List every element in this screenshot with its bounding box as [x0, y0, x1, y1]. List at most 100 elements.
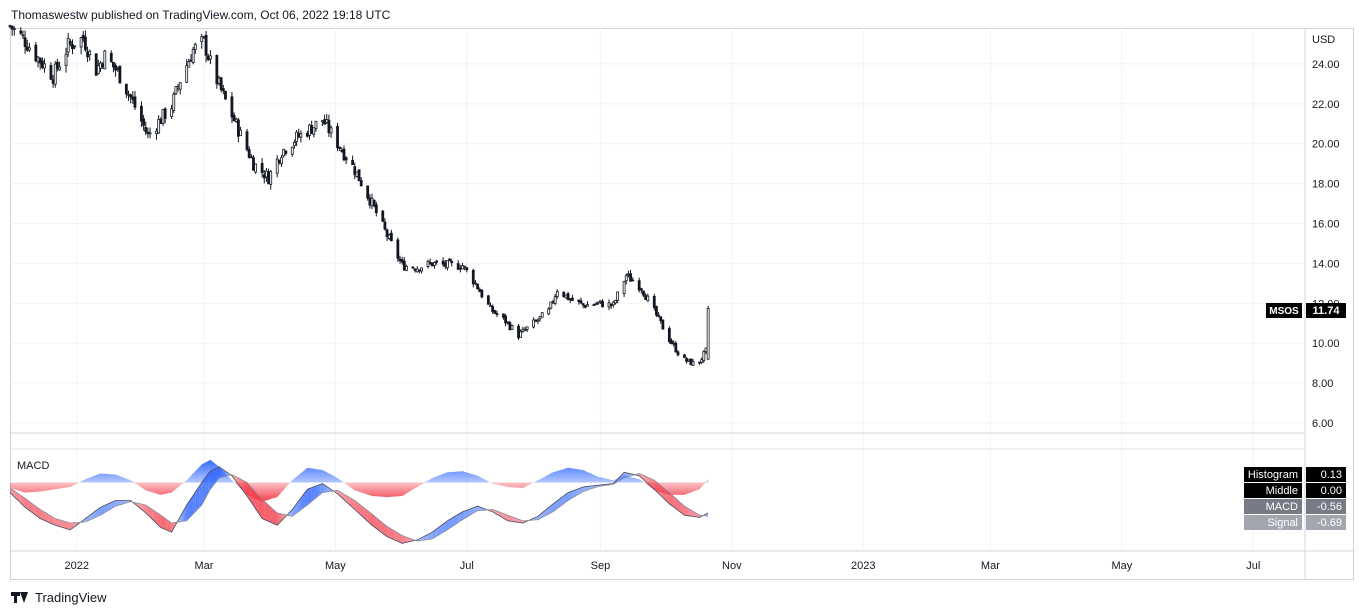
candle [676, 350, 680, 357]
candle-body [368, 197, 372, 206]
macd-signal-fill [402, 535, 405, 544]
candle [538, 315, 542, 322]
candle [148, 127, 152, 139]
candle-body [206, 55, 210, 61]
candle-body [655, 306, 658, 316]
candle [208, 50, 212, 65]
candle-body [53, 63, 57, 85]
macd-signal-fill [40, 509, 43, 520]
legend-value: -0.69 [1317, 517, 1342, 529]
candle [706, 305, 710, 360]
candle-body [338, 146, 342, 149]
price-tick-label: 16.00 [1312, 219, 1340, 231]
candle [99, 61, 102, 72]
candle-body [103, 50, 107, 70]
candle [219, 76, 223, 93]
candle-body [66, 38, 70, 53]
candle-body [639, 288, 643, 291]
last-price-badge: MSOS 11.74 [1266, 303, 1346, 318]
symbol-tag-bg [1266, 303, 1302, 318]
candle [521, 326, 525, 333]
candle [68, 38, 72, 47]
candle [336, 122, 339, 152]
macd-signal-fill [199, 482, 202, 508]
candle [297, 128, 301, 139]
candle [224, 90, 227, 100]
macd-signal-fill [307, 488, 310, 506]
candle [374, 201, 378, 217]
macd-signal-fill [654, 480, 657, 492]
candle-body [607, 302, 611, 308]
candle-body [405, 265, 408, 271]
candle-body [458, 267, 462, 270]
candle [206, 53, 210, 61]
candle-body [480, 289, 484, 298]
candle [25, 39, 29, 52]
macd-signal-fill [147, 506, 151, 518]
candle [702, 350, 706, 364]
candle [506, 321, 510, 325]
macd-signal-fill [143, 504, 146, 513]
candle [540, 312, 544, 318]
candle-body [305, 132, 309, 137]
candle [685, 357, 688, 364]
macd-signal-fill [275, 510, 278, 526]
candle-body [191, 48, 195, 64]
candle [476, 283, 479, 290]
candle-body [310, 124, 314, 134]
tradingview-logo-icon [11, 592, 29, 603]
candle-body [519, 331, 523, 338]
macd-signal-fill [318, 484, 321, 497]
macd-signal-fill [367, 510, 370, 524]
candle-body [247, 149, 251, 158]
candle [611, 300, 615, 308]
candle [23, 30, 27, 54]
legend-value: -0.56 [1317, 501, 1342, 513]
author-name[interactable]: Thomaswestw [11, 8, 88, 22]
macd-signal-fill [369, 512, 372, 526]
macd-signal-fill [514, 517, 517, 523]
macd-signal-fill [688, 508, 691, 517]
candle-body [359, 180, 363, 187]
macd-signal-fill [365, 508, 368, 522]
candle [290, 146, 294, 157]
macd-signal-fill [214, 467, 217, 484]
macd-signal-fill [193, 492, 196, 515]
price-tick-label: 8.00 [1312, 378, 1333, 390]
candle-body [68, 40, 72, 45]
macd-signal-fill [460, 511, 463, 522]
macd-signal-fill [585, 486, 588, 491]
candle [586, 301, 589, 307]
candle-body [646, 295, 650, 302]
candle [58, 61, 61, 71]
candle [131, 91, 135, 104]
macd-signal-fill [456, 514, 459, 525]
candle [353, 162, 357, 180]
macd-signal-fill [249, 484, 252, 503]
candle-body [282, 148, 286, 157]
candle [342, 145, 346, 162]
candle-body [140, 105, 143, 122]
macd-signal-fill [387, 526, 390, 538]
candle [637, 277, 641, 293]
candle [387, 233, 391, 240]
candle-body [96, 65, 100, 74]
candle-body [594, 303, 598, 306]
macd-signal-fill [356, 502, 360, 514]
candle-body [262, 174, 266, 179]
macd-signal-fill [677, 500, 681, 512]
candle-body [706, 308, 710, 360]
legend-name-bg [1244, 515, 1302, 530]
candle-body [245, 131, 249, 151]
candle-body [215, 54, 219, 85]
candle [344, 156, 348, 165]
candle [622, 280, 626, 297]
macd-signal-fill [453, 515, 457, 526]
macd-signal-fill [462, 510, 465, 520]
candle [415, 266, 419, 273]
macd-signal-fill [352, 499, 355, 510]
tradingview-footer[interactable]: TradingView [11, 590, 107, 605]
candle-body [178, 82, 182, 90]
candle-body [58, 66, 61, 71]
